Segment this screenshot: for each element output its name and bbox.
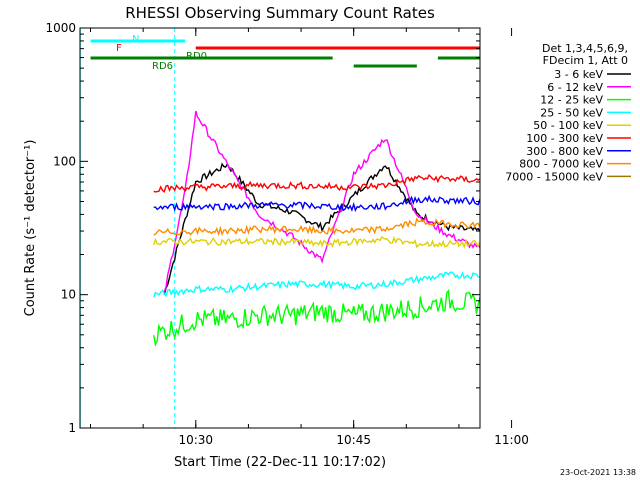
legend-header-0: Det 1,3,4,5,6,9, (542, 42, 628, 55)
legend-label-1: 6 - 12 keV (547, 81, 603, 94)
y-tick-label-2: 100 (53, 154, 76, 168)
legend-label-7: 800 - 7000 keV (519, 158, 603, 171)
series-line-6 (153, 194, 480, 213)
x-axis-label: Start Time (22-Dec-11 10:17:02) (174, 455, 386, 470)
y-axis-label: Count Rate (s⁻¹ detector⁻¹) (23, 140, 38, 317)
legend-label-0: 3 - 6 keV (554, 68, 603, 81)
y-tick-label-0: 1 (68, 421, 76, 435)
chart-title: RHESSI Observing Summary Count Rates (125, 4, 435, 22)
state-label-n: N (132, 34, 139, 45)
legend-label-6: 300 - 800 keV (526, 145, 603, 158)
plot-frame (79, 27, 481, 429)
x-tick-label-0: 10:30 (178, 433, 213, 447)
state-label-rd6: RD6 (152, 61, 173, 72)
series-line-3 (153, 271, 480, 298)
x-tick-label-2: 11:00 (494, 433, 529, 447)
legend-label-4: 50 - 100 keV (533, 119, 603, 132)
state-label-f: F (116, 43, 122, 54)
series-line-2 (153, 288, 480, 347)
series-line-1 (163, 110, 480, 292)
legend-label-5: 100 - 300 keV (526, 132, 603, 145)
legend-label-8: 7000 - 15000 keV (505, 170, 603, 183)
series-line-4 (153, 235, 480, 250)
series-line-5 (153, 174, 480, 194)
state-label-rd0: RD0 (186, 51, 207, 62)
legend-label-2: 12 - 25 keV (540, 94, 603, 107)
x-tick-label-1: 10:45 (336, 433, 371, 447)
y-tick-label-1: 10 (61, 288, 76, 302)
y-tick-label-3: 1000 (45, 21, 76, 35)
series-line-7 (153, 217, 480, 237)
legend: Det 1,3,4,5,6,9,FDecim 1, Att 03 - 6 keV… (505, 42, 631, 183)
legend-header-1: FDecim 1, Att 0 (543, 54, 628, 67)
series-line-0 (163, 162, 480, 295)
legend-label-3: 25 - 50 keV (540, 106, 603, 119)
timestamp: 23-Oct-2021 13:38 (560, 468, 636, 477)
